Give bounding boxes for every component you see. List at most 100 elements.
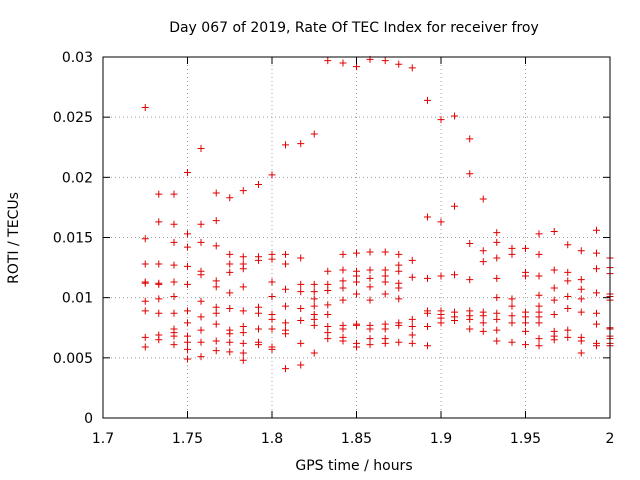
data-point <box>466 240 474 248</box>
data-point <box>508 244 516 252</box>
data-point <box>564 304 572 312</box>
data-point <box>184 319 191 327</box>
data-point <box>324 323 332 331</box>
data-point <box>282 285 290 293</box>
data-point <box>522 327 529 335</box>
data-point <box>408 339 416 347</box>
data-point <box>226 304 234 312</box>
data-point <box>366 283 374 291</box>
data-point <box>366 335 374 343</box>
x-tick-label: 1.95 <box>510 431 541 447</box>
data-point <box>423 274 431 282</box>
data-point <box>254 181 262 189</box>
data-point <box>353 63 360 71</box>
data-point <box>239 349 247 357</box>
data-point <box>339 266 347 274</box>
data-point <box>212 277 220 285</box>
data-point <box>353 272 360 280</box>
data-point <box>577 247 585 255</box>
data-point <box>197 220 205 228</box>
data-point <box>550 336 558 344</box>
data-point <box>550 284 558 292</box>
data-point <box>282 330 290 338</box>
data-point <box>239 283 247 291</box>
data-point <box>451 112 459 120</box>
data-point <box>268 292 276 300</box>
data-point <box>170 238 178 246</box>
data-point <box>226 260 234 268</box>
data-point <box>212 303 220 311</box>
data-point <box>197 313 205 321</box>
data-point <box>184 262 191 270</box>
x-tick-label: 1.9 <box>430 431 452 447</box>
data-point <box>197 326 205 334</box>
data-point <box>324 267 332 275</box>
data-point <box>239 265 247 273</box>
data-point <box>451 202 459 210</box>
data-point <box>493 294 501 302</box>
data-point <box>592 265 600 273</box>
data-point <box>141 279 149 287</box>
data-point <box>339 277 347 285</box>
data-point <box>184 355 191 363</box>
data-point <box>535 272 543 280</box>
data-point <box>268 255 276 263</box>
data-point <box>226 348 234 356</box>
data-point <box>550 311 558 319</box>
data-point <box>141 307 149 315</box>
data-point <box>535 342 543 350</box>
data-point <box>381 57 389 65</box>
data-point <box>268 171 276 179</box>
data-point <box>297 361 305 369</box>
y-axis-label: ROTI / TECUs <box>6 192 22 284</box>
data-point <box>466 170 474 178</box>
data-point <box>297 288 305 296</box>
data-point <box>310 321 318 329</box>
data-point <box>535 291 543 299</box>
data-point <box>353 343 360 351</box>
data-point <box>564 277 572 285</box>
y-tick-label: 0.005 <box>53 351 93 367</box>
data-point <box>339 325 347 333</box>
data-point <box>254 309 262 317</box>
y-tick-label: 0.03 <box>62 50 93 66</box>
data-point <box>324 286 332 294</box>
data-point <box>212 320 220 328</box>
data-point <box>254 256 262 264</box>
data-point <box>366 248 374 256</box>
y-tick-label: 0 <box>84 411 93 427</box>
data-point <box>493 326 501 334</box>
data-point <box>479 195 487 203</box>
data-point <box>239 253 247 261</box>
data-point <box>550 266 558 274</box>
data-point <box>564 292 572 300</box>
data-point <box>141 343 149 351</box>
data-point <box>381 290 389 298</box>
data-point <box>451 317 459 325</box>
data-point <box>282 319 290 327</box>
data-point <box>550 296 558 304</box>
y-tick-label: 0.02 <box>62 170 93 186</box>
data-point <box>381 272 389 280</box>
data-point <box>239 339 247 347</box>
data-point <box>268 278 276 286</box>
data-point <box>212 217 220 225</box>
data-point <box>141 104 149 112</box>
data-point <box>310 280 318 288</box>
data-point <box>493 229 501 237</box>
data-point <box>339 296 347 304</box>
data-point <box>381 248 389 256</box>
data-point <box>592 320 600 328</box>
data-point <box>339 59 347 67</box>
data-point <box>408 273 416 281</box>
data-point <box>324 329 332 337</box>
data-point <box>324 311 332 319</box>
data-point <box>170 309 178 317</box>
data-point <box>184 169 191 177</box>
data-point <box>437 218 445 226</box>
data-point <box>479 327 487 335</box>
data-point <box>522 341 529 349</box>
data-point <box>564 241 572 249</box>
x-tick-label: 1.8 <box>261 431 283 447</box>
data-point <box>310 349 318 357</box>
